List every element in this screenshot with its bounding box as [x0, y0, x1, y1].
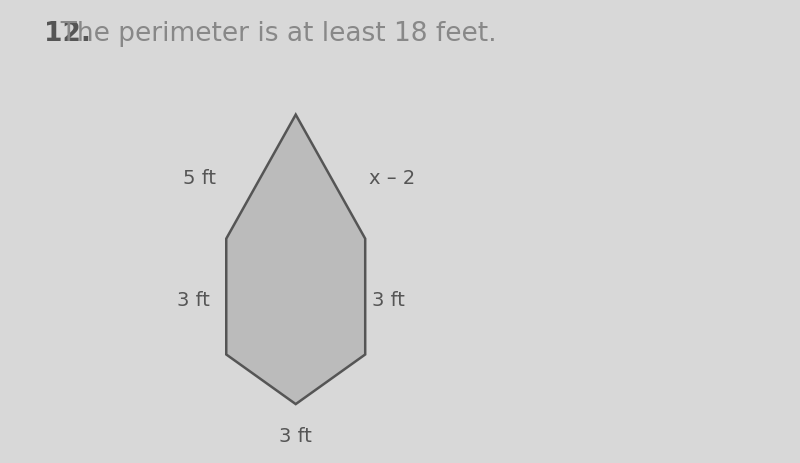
Text: The perimeter is at least 18 feet.: The perimeter is at least 18 feet.: [44, 21, 497, 47]
Text: x – 2: x – 2: [369, 169, 414, 188]
Text: 3 ft: 3 ft: [372, 291, 405, 310]
Text: 3 ft: 3 ft: [177, 291, 210, 310]
Text: 5 ft: 5 ft: [183, 169, 216, 188]
Text: 12.: 12.: [44, 21, 91, 47]
Text: 3 ft: 3 ft: [279, 425, 312, 444]
Polygon shape: [226, 115, 366, 404]
